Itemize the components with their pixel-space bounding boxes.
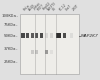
Text: 50KDa-: 50KDa- (4, 34, 19, 38)
Bar (26, 33, 29, 38)
Text: Cos7: Cos7 (65, 3, 73, 11)
Bar (45, 33, 48, 38)
Text: HeLa: HeLa (23, 3, 31, 11)
Bar (56, 33, 61, 38)
Bar (70, 33, 73, 38)
Bar (45, 50, 48, 54)
Text: NIH3T3: NIH3T3 (47, 1, 57, 11)
Text: 25KDa-: 25KDa- (4, 60, 19, 64)
Text: A549: A549 (28, 3, 36, 11)
Bar (31, 33, 34, 38)
Bar (63, 33, 66, 38)
Text: 293T: 293T (71, 3, 80, 11)
Bar (20, 14, 79, 74)
Text: MAP2K7: MAP2K7 (81, 34, 99, 38)
Bar (35, 50, 38, 54)
Text: MCF7: MCF7 (37, 3, 45, 11)
Text: Jurkat: Jurkat (32, 2, 41, 11)
Text: 37KDa-: 37KDa- (4, 47, 19, 51)
Bar (50, 50, 53, 54)
Text: HepG2: HepG2 (42, 1, 52, 11)
Text: PC-12: PC-12 (58, 2, 67, 11)
Text: C6: C6 (51, 6, 57, 11)
Bar (21, 33, 25, 38)
Bar (50, 33, 53, 38)
Text: 100KDa-: 100KDa- (2, 14, 19, 18)
Bar (31, 50, 34, 54)
Bar (40, 33, 43, 38)
Bar (35, 33, 38, 38)
Text: 75KDa-: 75KDa- (4, 23, 19, 27)
